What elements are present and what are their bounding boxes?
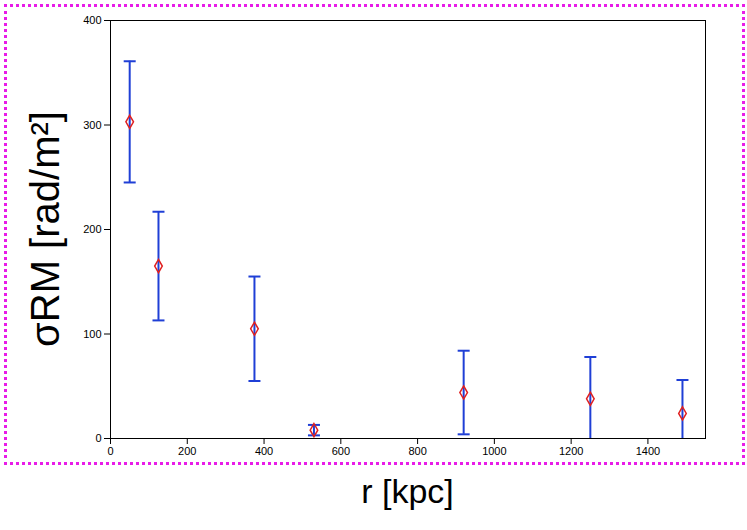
svg-text:800: 800 <box>408 445 426 457</box>
svg-text:100: 100 <box>83 328 101 340</box>
svg-text:1000: 1000 <box>482 445 506 457</box>
svg-text:0: 0 <box>107 445 113 457</box>
svg-text:400: 400 <box>255 445 273 457</box>
svg-text:600: 600 <box>332 445 350 457</box>
svg-text:400: 400 <box>83 14 101 26</box>
svg-text:0: 0 <box>95 432 101 444</box>
html-text:r [kpc]: r [kpc] <box>361 472 454 510</box>
svg-text:1400: 1400 <box>636 445 660 457</box>
svg-text:200: 200 <box>178 445 196 457</box>
svg-text:1200: 1200 <box>559 445 583 457</box>
svg-text:200: 200 <box>83 223 101 235</box>
svg-text:300: 300 <box>83 119 101 131</box>
html-text:σRM [rad/m²]: σRM [rad/m²] <box>22 111 67 347</box>
